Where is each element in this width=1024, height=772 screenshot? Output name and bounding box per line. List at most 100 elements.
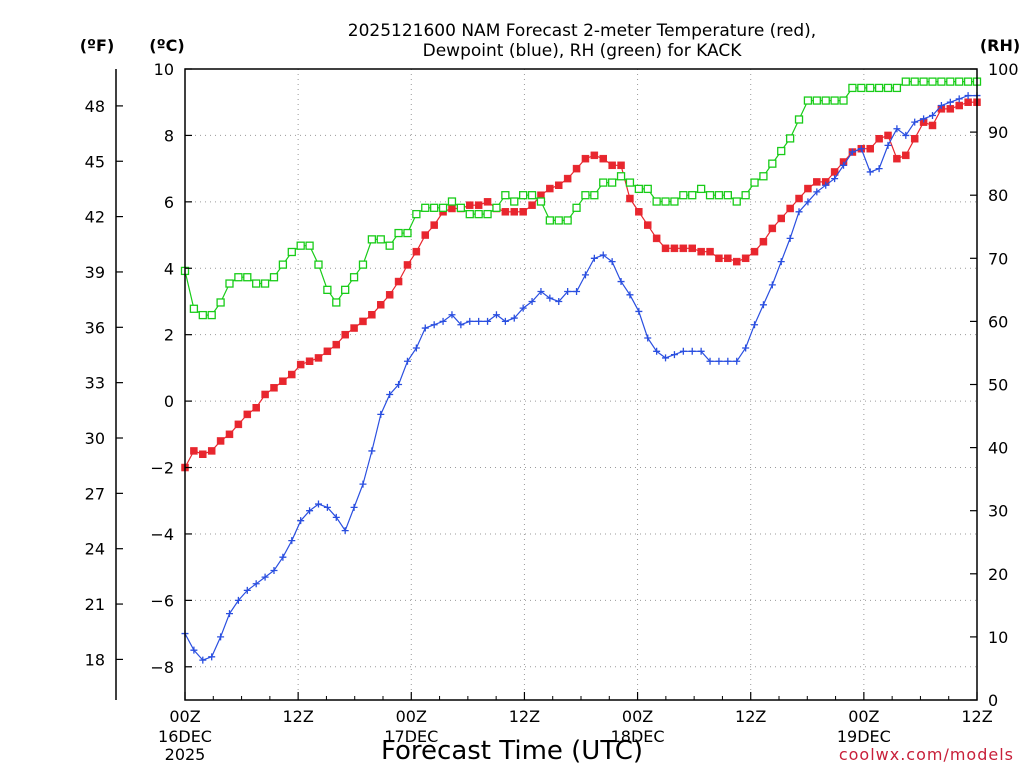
rh-point	[750, 178, 759, 187]
fahrenheit-tick-label: 30	[85, 429, 105, 448]
temperature-point	[412, 247, 421, 256]
rh-point	[955, 77, 964, 86]
rh-point	[599, 178, 608, 187]
celsius-tick-label: 2	[164, 326, 174, 345]
rh-point	[296, 241, 305, 250]
temperature-point	[546, 184, 554, 193]
temperature-point	[555, 181, 563, 189]
rh-point	[616, 172, 626, 181]
temperature-point	[403, 261, 412, 269]
rh-point	[937, 77, 946, 86]
dewpoint-point	[759, 301, 767, 309]
rh-point	[563, 216, 572, 225]
credit-text: coolwx.com/models	[839, 745, 1014, 764]
rh-point	[688, 191, 697, 200]
rh-point	[260, 279, 270, 288]
temperature-point	[385, 291, 394, 299]
rh-point	[447, 197, 457, 206]
rh-point	[394, 228, 403, 238]
dewpoint-point	[243, 586, 251, 594]
temperature-point	[563, 174, 572, 183]
rh-point	[332, 298, 341, 307]
temperature-point	[448, 204, 456, 213]
celsius-tick-label: 0	[164, 392, 174, 411]
rh-point	[189, 304, 199, 313]
dewpoint-point	[270, 566, 278, 574]
temperature-point	[715, 254, 723, 263]
celsius-tick-label: −4	[150, 525, 174, 544]
temperature-point	[305, 357, 314, 366]
dewpoint-point	[359, 480, 367, 488]
dewpoint-point	[733, 357, 741, 365]
fahrenheit-tick-label: 36	[85, 318, 105, 337]
rh-point	[741, 191, 750, 200]
dewpoint-point	[341, 527, 349, 535]
fahrenheit-tick-label: 45	[85, 152, 105, 171]
dewpoint-point	[751, 321, 759, 329]
fahrenheit-tick-label: 24	[85, 540, 105, 559]
rh-point	[723, 191, 732, 200]
rh-point	[367, 235, 377, 244]
fahrenheit-tick-label: 33	[85, 374, 105, 393]
temperature-point	[955, 101, 963, 110]
dewpoint-point	[323, 503, 331, 511]
dewpoint-point	[412, 344, 420, 352]
temperature-point	[314, 354, 323, 362]
temperature-point	[724, 254, 732, 263]
rh-point	[225, 279, 234, 288]
dewpoint-point	[421, 324, 429, 332]
temperature-point	[804, 184, 812, 193]
temperature-point	[519, 208, 527, 216]
rh-point	[483, 209, 492, 219]
rh-point	[358, 260, 368, 269]
dewpoint-point	[501, 317, 509, 325]
rh-point	[768, 159, 777, 168]
celsius-tick-label: 4	[164, 259, 174, 278]
x-tick-date-label: 19DEC	[837, 727, 891, 746]
temperature-point	[643, 221, 652, 229]
fahrenheit-tick-label: 42	[85, 208, 105, 227]
temperature-point	[626, 194, 634, 203]
x-tick-label: 00Z	[169, 707, 200, 726]
rh-point	[732, 197, 741, 206]
dewpoint-point	[217, 633, 225, 641]
labels: 2025121600 NAM Forecast 2-meter Temperat…	[80, 21, 1020, 766]
temperature-point	[466, 201, 474, 209]
temperature-point	[572, 164, 581, 173]
celsius-tick-label: 10	[154, 60, 174, 79]
rh-point	[216, 298, 225, 307]
rh-tick-label: 0	[988, 691, 998, 710]
dewpoint-point	[688, 347, 696, 355]
temperature-point	[483, 198, 492, 206]
dewpoint-point	[626, 291, 634, 299]
series-line	[184, 101, 977, 468]
temperature-point	[288, 370, 296, 379]
rh-point	[714, 191, 724, 200]
temperature-point	[501, 208, 510, 216]
rh-point	[403, 228, 412, 238]
dewpoint-point	[573, 288, 581, 296]
celsius-tick-label: 6	[164, 193, 174, 212]
temperature-point	[234, 420, 243, 429]
temperature-point	[474, 201, 483, 209]
x-tick-label: 00Z	[396, 707, 427, 726]
rh-point	[572, 203, 581, 212]
temperature-point	[661, 244, 670, 253]
rh-point	[928, 77, 937, 86]
rh-point	[243, 273, 252, 282]
dewpoint-point	[261, 573, 269, 581]
dewpoint-point	[929, 111, 937, 119]
rh-point	[607, 178, 617, 187]
dewpoint-point	[697, 347, 705, 355]
rh-tick-label: 20	[988, 565, 1008, 584]
dewpoint-point	[653, 347, 661, 355]
dewpoint-point	[840, 161, 848, 169]
temperature-point	[261, 390, 269, 399]
rh-point	[278, 260, 288, 269]
temperature-point	[759, 237, 768, 246]
dewpoint-point	[920, 115, 928, 123]
rh-point	[305, 241, 314, 250]
rh-point	[234, 273, 243, 282]
dewpoint-point	[555, 297, 563, 305]
